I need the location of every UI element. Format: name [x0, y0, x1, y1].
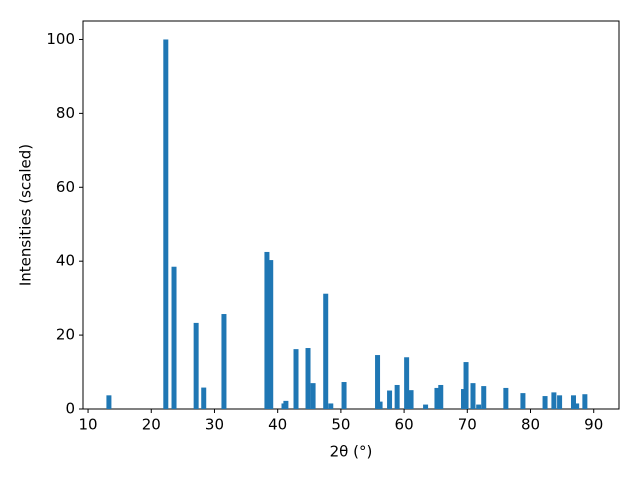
- bar: [542, 396, 548, 409]
- bar: [328, 403, 334, 409]
- bar: [463, 362, 469, 409]
- bar: [377, 401, 383, 409]
- bar: [470, 383, 476, 409]
- x-tick-label: 20: [142, 416, 161, 434]
- x-tick-label: 40: [268, 416, 287, 434]
- bar: [283, 400, 289, 409]
- bar: [193, 322, 199, 409]
- bar: [293, 349, 299, 409]
- bar: [551, 392, 557, 409]
- bar: [434, 387, 440, 409]
- y-tick-label: 60: [56, 178, 75, 196]
- bar: [570, 395, 576, 409]
- bar: [503, 387, 509, 409]
- x-tick-label: 50: [331, 416, 350, 434]
- bar: [106, 395, 112, 409]
- x-axis-label: 2θ (°): [330, 443, 373, 461]
- bar: [481, 386, 487, 409]
- x-tick-label: 10: [79, 416, 98, 434]
- bar: [404, 357, 410, 409]
- plot-frame: [82, 20, 620, 410]
- bar: [323, 293, 329, 409]
- bar: [408, 390, 414, 409]
- x-tick-label: 80: [521, 416, 540, 434]
- x-tick-label: 70: [458, 416, 477, 434]
- bar: [520, 393, 526, 409]
- bar: [461, 389, 467, 409]
- y-tick-label: 20: [56, 326, 75, 344]
- y-tick-label: 0: [65, 400, 75, 418]
- bar: [557, 395, 563, 409]
- bar: [582, 394, 588, 409]
- bar: [341, 382, 347, 409]
- bar: [394, 384, 400, 409]
- bar: [221, 314, 227, 409]
- y-tick-label: 80: [56, 104, 75, 122]
- bar: [268, 260, 274, 409]
- x-tick-label: 90: [584, 416, 603, 434]
- bar: [375, 355, 381, 409]
- bar: [310, 383, 316, 409]
- y-axis-label: Intensities (scaled): [17, 144, 35, 286]
- x-tick-label: 60: [395, 416, 414, 434]
- bar: [264, 251, 270, 409]
- bar: [438, 384, 444, 409]
- bar: [171, 266, 177, 409]
- bar: [574, 403, 580, 409]
- bar: [387, 390, 393, 409]
- bar: [201, 387, 207, 409]
- bar: [305, 348, 311, 409]
- bar: [423, 404, 429, 409]
- y-tick-label: 40: [56, 252, 75, 270]
- x-tick-label: 30: [205, 416, 224, 434]
- y-tick-label: 100: [46, 30, 75, 48]
- bar: [163, 39, 169, 409]
- bar: [476, 404, 482, 409]
